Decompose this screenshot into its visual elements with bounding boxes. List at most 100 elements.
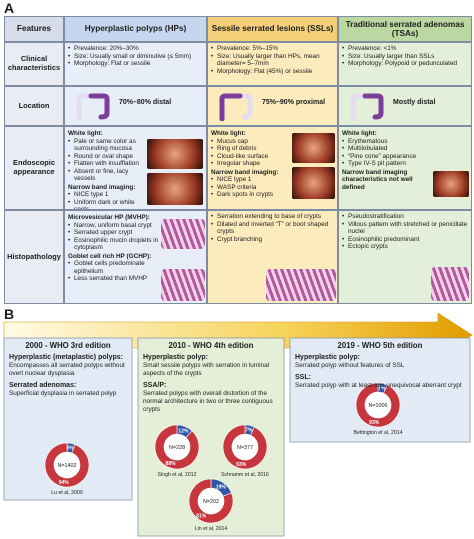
location-text: 70%–80% distal — [119, 99, 172, 106]
section-heading: SSL: — [295, 374, 311, 382]
bullet-item: Less serrated than MVHP — [68, 275, 162, 283]
donut-label: 7% — [378, 386, 386, 392]
header-cell: Features — [4, 16, 64, 42]
colon-highlight — [88, 93, 110, 120]
content-cell: Microvesicular HP (MVHP):Narrow, uniform… — [64, 210, 207, 304]
section-heading: Hyperplastic polyp: — [143, 354, 208, 361]
cell-text: Serration extending to base of cryptsDil… — [211, 213, 334, 243]
bullet-item: Dilated and inverted “T” or boot shaped … — [211, 221, 334, 236]
endoscopy-image — [292, 133, 335, 163]
endoscopy-image — [147, 139, 203, 169]
bullet-list: Prevalence: 5%–15%Size: Usually larger t… — [211, 45, 334, 75]
bullet-item: Round or oval shape — [68, 153, 148, 161]
histology-image — [431, 267, 469, 301]
feature-text: Histopathology — [7, 251, 61, 261]
bullet-item: Goblet cells predominate epithelium — [68, 260, 162, 275]
section-text: Serrated polyps with overall distortion … — [143, 390, 273, 413]
content-cell: Mostly distal — [338, 86, 472, 126]
bullet-list: Mucus capRing of debrisCloud-like surfac… — [211, 138, 293, 168]
bullet-item: Morphology: Flat or sessile — [68, 60, 203, 68]
header-text: Traditional serrated adenomas (TSAs) — [345, 19, 465, 38]
section-heading: Hyperplastic (metaplastic) polyps: — [9, 354, 123, 361]
colon-outline — [219, 93, 253, 121]
bullet-item: Pseudostratification — [342, 213, 468, 221]
era-title: 2019 - WHO 5th edition — [337, 341, 423, 350]
cell-text: Microvesicular HP (MVHP):Narrow, uniform… — [68, 214, 162, 283]
era-sections: Hyperplastic (metaplastic) polyps: Encomp… — [9, 350, 127, 398]
bullet-list: Serration extending to base of cryptsDil… — [211, 213, 334, 243]
bullet-item: Ectopic crypts — [342, 243, 468, 251]
feature-text: Endoscopic appearance — [13, 158, 55, 176]
bullet-item: Serrated upper crypt — [68, 229, 162, 237]
content-cell: Serration extending to base of cryptsDil… — [207, 210, 338, 304]
donut-source: Singh et al, 2012 — [158, 472, 197, 478]
bullet-item: Absent or fine, lacy vessels — [68, 168, 148, 183]
feature-cell: Location — [4, 86, 64, 126]
feature-cell: Histopathology — [4, 210, 64, 304]
histology-image — [161, 219, 205, 249]
era-title: 2010 - WHO 4th edition — [168, 341, 254, 350]
cell-text: PseudostratificationVillous pattern with… — [342, 213, 468, 251]
bullet-item: Ring of debris — [211, 145, 293, 153]
section-heading: Serrated adenomas: — [9, 381, 77, 389]
content-cell: White light:Mucus capRing of debrisCloud… — [207, 126, 338, 210]
bullet-list: NICE type 1Uniform dark or white spots — [68, 191, 148, 209]
feature-text: Clinical characteristics — [7, 54, 61, 72]
donut-hole — [54, 452, 80, 478]
bullet-item: “Pine cone” appearance — [342, 153, 434, 161]
bullet-item: Villous pattern with stretched or penici… — [342, 221, 468, 236]
group-heading: White light: — [68, 130, 103, 137]
group-heading: White light: — [342, 130, 377, 137]
bullet-item: Size: Usually small or diminutive (≤ 5mm… — [68, 53, 203, 61]
section-text: Serrated polyp without features of SSL — [295, 362, 405, 370]
header-cell: Hyperplastic polyps (HPs) — [64, 16, 207, 42]
feature-cell: Endoscopic appearance — [4, 126, 64, 210]
content-cell: Prevalence: <1%Size: Usually larger than… — [338, 42, 472, 86]
content-cell: Prevalence: 20%–30%Size: Usually small o… — [64, 42, 207, 86]
bullet-item: Pale or same color as surrounding mucosa — [68, 138, 148, 153]
group-heading: Goblet cell rich HP (GCHP): — [68, 252, 152, 260]
donut-label: 6% — [67, 446, 75, 452]
donut-label: 19% — [216, 484, 227, 490]
bullet-item: NICE type 1 — [211, 176, 293, 184]
bullet-item: Eosinophilic predominant — [342, 236, 468, 244]
donut-label: 94% — [59, 480, 70, 486]
feature-text: Location — [18, 100, 50, 110]
histology-image — [266, 269, 336, 301]
bullet-list: Narrow, uniform basal cryptSerrated uppe… — [68, 222, 162, 252]
donut-hole — [365, 392, 391, 418]
bullet-list: ErythematousMultilobulated“Pine cone” ap… — [342, 138, 434, 168]
bullet-item: Morphology: Flat (45%) or sessile — [211, 68, 334, 76]
bullet-item: Prevalence: <1% — [342, 45, 468, 53]
colon-highlight — [362, 93, 384, 120]
group-heading: Narrow band imaging: — [68, 183, 136, 191]
content-cell: PseudostratificationVillous pattern with… — [338, 210, 472, 304]
bullet-item: Irregular shape — [211, 160, 293, 168]
group-heading: Narrow band imaging: — [211, 168, 279, 176]
era-sections: Hyperplastic polyp: Serrated polyp withou… — [295, 350, 465, 390]
header-text: Features — [16, 24, 52, 34]
bullet-item: Flatten with insufflation — [68, 160, 148, 168]
bullet-list: NICE type 1WASP criteriaDark spots in cr… — [211, 176, 293, 199]
bullet-list: Goblet cells predominate epitheliumLess … — [68, 260, 162, 283]
donut-source: Lu et al, 2009 — [51, 490, 83, 496]
donut-n: N=1006 — [368, 403, 387, 409]
bullet-item: Size: Usually larger than HPs, mean diam… — [211, 53, 334, 68]
content-cell: 70%–80% distal — [64, 86, 207, 126]
section-heading: Hyperplastic polyp: — [295, 354, 360, 361]
donut-label: 93% — [369, 420, 380, 426]
colon-highlight — [219, 93, 243, 121]
bullet-item: Uniform dark or white spots — [68, 199, 148, 209]
content-cell: 75%–90% proximal — [207, 86, 338, 126]
endoscopy-image — [433, 171, 469, 197]
colon-diagram — [219, 93, 253, 121]
cell-text: Prevalence: 5%–15%Size: Usually larger t… — [211, 45, 334, 75]
donut-label: 7% — [245, 428, 253, 434]
cell-text: Prevalence: 20%–30%Size: Usually small o… — [68, 45, 203, 68]
bullet-item: Serration extending to base of crypts — [211, 213, 334, 221]
donut-source: Schramm et al, 2016 — [221, 472, 269, 478]
colon-diagram — [350, 93, 384, 121]
bullet-list: Pale or same color as surrounding mucosa… — [68, 138, 148, 183]
location-text: 75%–90% proximal — [262, 99, 326, 106]
